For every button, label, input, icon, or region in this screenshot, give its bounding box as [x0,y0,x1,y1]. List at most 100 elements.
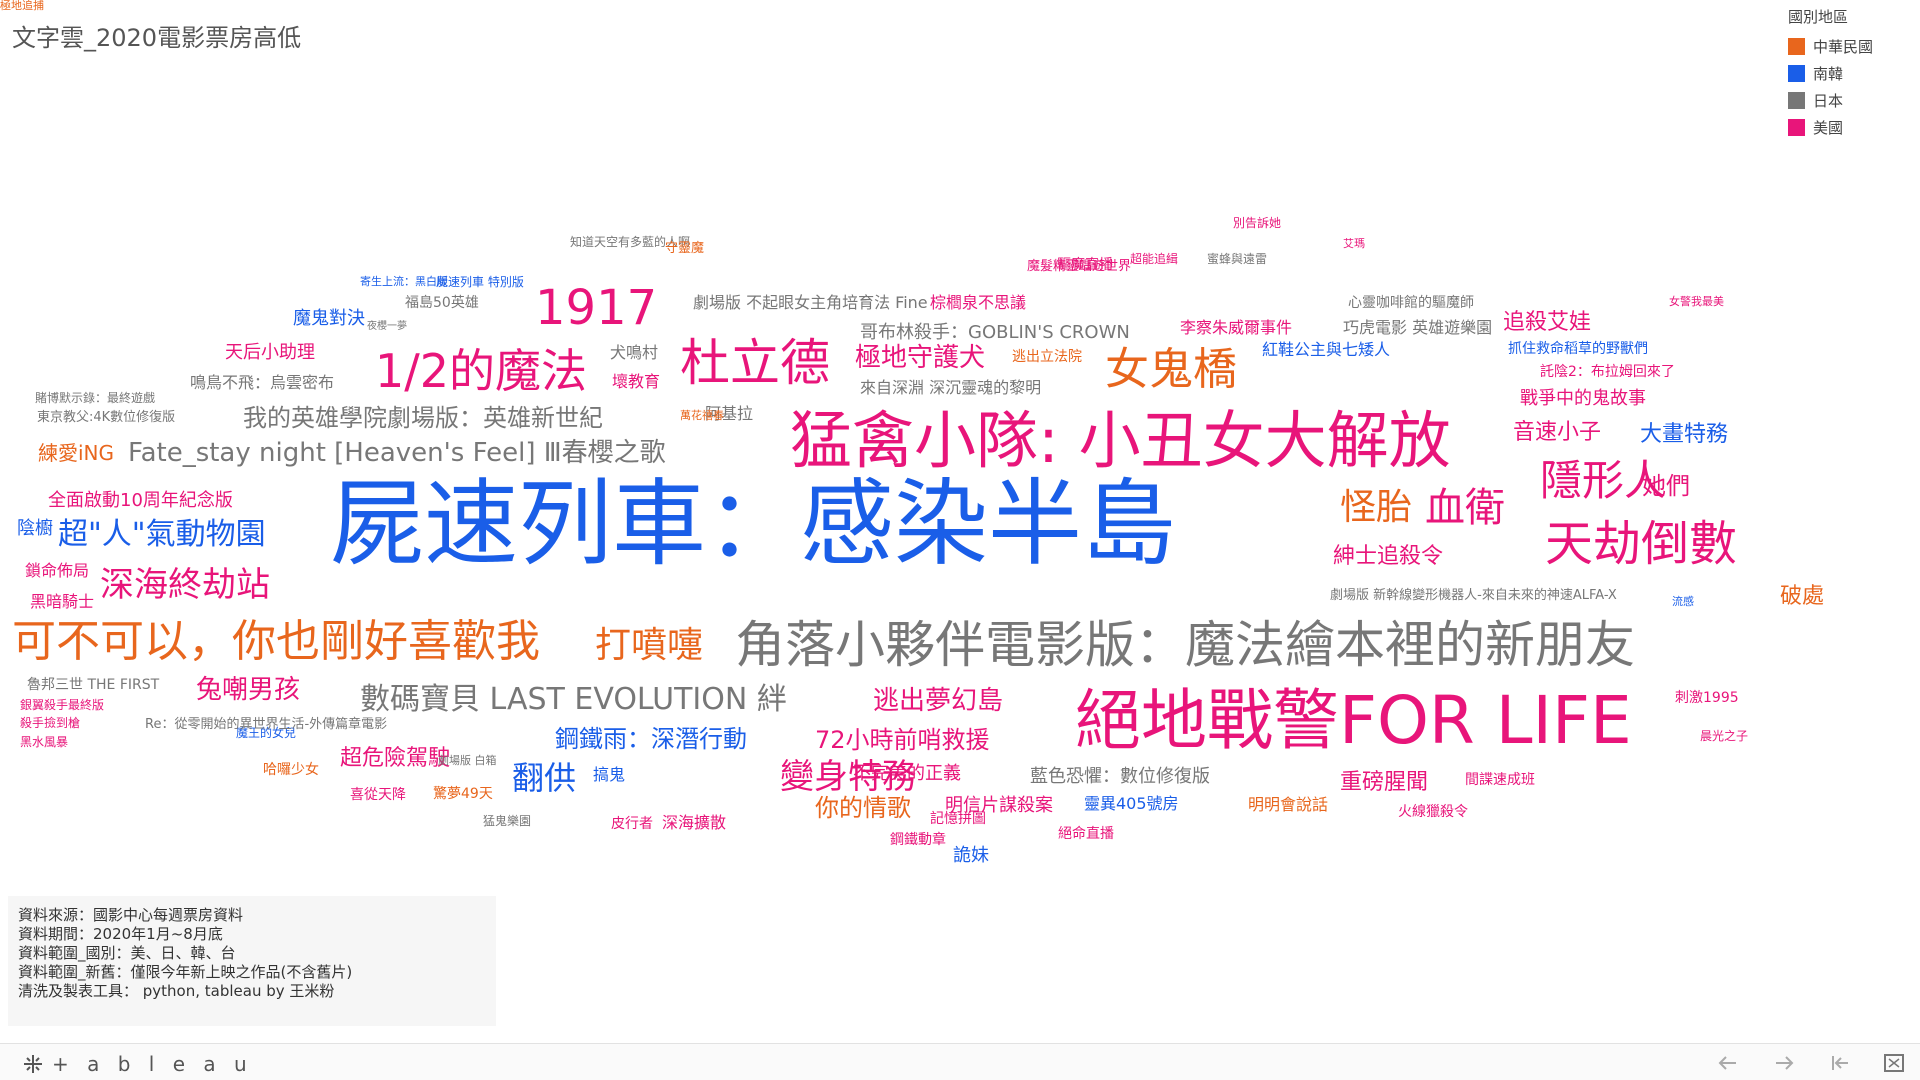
cloud-word[interactable]: 來自深淵 深沉靈魂的黎明 [860,378,1042,397]
cloud-word[interactable]: 別告訴她 [1233,216,1282,230]
cloud-word[interactable]: 犬鳴村 [610,343,659,362]
cloud-word[interactable]: 明明會說話 [1248,795,1329,814]
undo-icon[interactable] [1716,1052,1740,1074]
cloud-word[interactable]: 魔王的女兒 [236,726,297,740]
cloud-word[interactable]: 記憶拼圖 [930,811,986,827]
cloud-word[interactable]: 明信片謀殺案 [945,795,1053,816]
cloud-word[interactable]: 重磅腥聞 [1340,770,1429,795]
cloud-word[interactable]: 劇場版 白箱 [438,754,497,767]
cloud-word[interactable]: 深海擴散 [662,813,727,832]
cloud-word[interactable]: 兔嘲男孩 [196,675,301,705]
legend-item-usa[interactable]: 美國 [1788,114,1908,141]
cloud-word[interactable]: 艾瑪 [1343,237,1365,250]
cloud-word[interactable]: 不完美的正義 [853,763,961,784]
cloud-word[interactable]: 追殺艾娃 [1503,310,1592,335]
cloud-word[interactable]: 屍速列車：感染半島 [330,470,1177,579]
cloud-word[interactable]: 東京教父:4K數位修復版 [37,410,176,425]
cloud-word[interactable]: 鋼鐵雨：深潛行動 [555,725,747,753]
cloud-word[interactable]: 黑水風暴 [20,735,69,749]
cloud-word[interactable]: 驅魔直播 [1057,257,1113,273]
cloud-word[interactable]: 怪胎 [1340,487,1413,528]
cloud-word[interactable]: 大畫特務 [1640,422,1729,447]
cloud-word[interactable]: 殺手撿到槍 [20,716,81,730]
cloud-word[interactable]: 流感 [1672,595,1694,608]
cloud-word[interactable]: 巧虎電影 英雄遊樂園 [1343,318,1493,337]
revert-icon[interactable] [1828,1052,1852,1074]
cloud-word[interactable]: 超"人"氣動物園 [58,517,266,552]
cloud-word[interactable]: 驚夢49天 [433,786,493,802]
cloud-word[interactable]: 福島50英雄 [405,295,479,311]
cloud-word[interactable]: 搞鬼 [593,765,626,784]
cloud-word[interactable]: 知道天空有多藍的人啊 [570,235,691,249]
cloud-word[interactable]: 棕櫚泉不思議 [930,293,1027,312]
cloud-word[interactable]: 女警我最美 [1669,295,1724,308]
cloud-word[interactable]: 可不可以，你也剛好喜歡我 [12,616,540,667]
cloud-word[interactable]: 絕命直播 [1058,826,1114,842]
cloud-word[interactable]: 練愛iNG [38,441,115,465]
cloud-word[interactable]: 魯邦三世 THE FIRST [27,677,160,693]
cloud-word[interactable]: 我的英雄學院劇場版：英雄新世紀 [243,404,603,432]
cloud-word[interactable]: 深海終劫站 [100,565,270,605]
cloud-word[interactable]: 天劫倒數 [1545,516,1738,572]
cloud-word[interactable]: 蜜蜂與遠雷 [1207,252,1268,266]
legend-item-roc[interactable]: 中華民國 [1788,33,1908,60]
cloud-word[interactable]: 1/2的魔法 [375,344,588,398]
cloud-word[interactable]: 託陰2：布拉姆回來了 [1540,364,1675,380]
cloud-word[interactable]: 李察朱威爾事件 [1180,318,1293,337]
cloud-word[interactable]: 女鬼橋 [1105,344,1237,395]
cloud-word[interactable]: 全面啟動10周年紀念版 [48,490,233,511]
cloud-word[interactable]: 絕地戰警FOR LIFE [1075,682,1632,759]
cloud-word[interactable]: 魔鬼對決 [293,308,365,329]
cloud-word[interactable]: 血衛 [1425,485,1505,531]
legend-item-japan[interactable]: 日本 [1788,87,1908,114]
cloud-word[interactable]: 逃出立法院 [1012,349,1082,365]
cloud-word[interactable]: 變身特務 [780,757,916,797]
cloud-word[interactable]: 劇場版 不起眼女主角培育法 Fine [693,293,928,312]
cloud-word[interactable]: 逃出夢幻島 [873,686,1004,716]
cloud-word[interactable]: 黑暗騎士 [30,592,95,611]
cloud-word[interactable]: 她們 [1642,472,1690,500]
cloud-word[interactable]: 鎖命佈局 [25,561,90,580]
cloud-word[interactable]: 守靈魔 [665,241,705,256]
cloud-word[interactable]: 猛禽小隊: 小丑女大解放 [790,404,1451,477]
cloud-word[interactable]: 魔髮精靈唱遊世界 [1027,259,1132,274]
cloud-word[interactable]: 打噴嚏 [595,625,704,666]
cloud-word[interactable]: 皮行者 [611,816,653,832]
cloud-word[interactable]: 戰爭中的鬼故事 [1520,388,1646,409]
cloud-word[interactable]: 銀翼殺手最終版 [20,698,105,712]
tableau-logo[interactable]: + a b l e a u [22,1052,253,1076]
cloud-word[interactable]: 心靈咖啡館的驅魔師 [1348,295,1474,311]
cloud-word[interactable]: 萬花禧春 [680,409,724,422]
cloud-word[interactable]: 屍速列車 特別版 [436,275,524,289]
cloud-word[interactable]: 你的情歌 [815,794,911,822]
cloud-word[interactable]: 哥布林殺手：GOBLIN'S CROWN [860,322,1130,343]
cloud-word[interactable]: 猛鬼樂園 [483,814,532,828]
cloud-word[interactable]: 超危險駕駛 [340,746,451,771]
cloud-word[interactable]: 1917 [535,280,658,336]
cloud-word[interactable]: 刺激1995 [1675,690,1739,706]
cloud-word[interactable]: 夜櫻一夢 [367,321,407,332]
cloud-word[interactable]: 賭博默示錄：最終遊戲 [35,391,156,405]
cloud-word[interactable]: 紅鞋公主與七矮人 [1262,340,1391,359]
cloud-word[interactable]: 破處 [1780,584,1825,609]
cloud-word[interactable]: 極地追捕 [0,0,44,12]
cloud-word[interactable]: Re：從零開始的異世界生活-外傳篇章電影 [145,717,388,732]
cloud-word[interactable]: 極地守護犬 [855,343,986,373]
cloud-word[interactable]: 抓住救命稻草的野獸們 [1508,341,1648,357]
cloud-word[interactable]: 晨光之子 [1700,729,1749,743]
cloud-word[interactable]: 杜立德 [680,334,830,392]
cloud-word[interactable]: 鳴鳥不飛：烏雲密布 [190,373,335,392]
cloud-word[interactable]: 劇場版 新幹線變形機器人-來自未來的神速ALFA-X [1330,588,1617,603]
cloud-word[interactable]: 火線獵殺令 [1398,804,1468,820]
cloud-word[interactable]: 72小時前哨救援 [815,726,990,754]
cloud-word[interactable]: 角落小夥伴電影版：魔法繪本裡的新朋友 [735,616,1635,674]
cloud-word[interactable]: 隱形人 [1540,456,1667,505]
cloud-word[interactable]: 寄生上流：黑白版 [360,275,448,288]
cloud-word[interactable]: Fate_stay night [Heaven's Feel] Ⅲ春櫻之歌 [128,438,666,468]
fullscreen-icon[interactable] [1882,1052,1906,1074]
cloud-word[interactable]: 靈異405號房 [1084,794,1179,813]
cloud-word[interactable]: 壞教育 [612,372,661,391]
cloud-word[interactable]: 鋼鐵動章 [890,832,946,848]
redo-icon[interactable] [1772,1052,1796,1074]
cloud-word[interactable]: 天后小助理 [225,342,315,363]
